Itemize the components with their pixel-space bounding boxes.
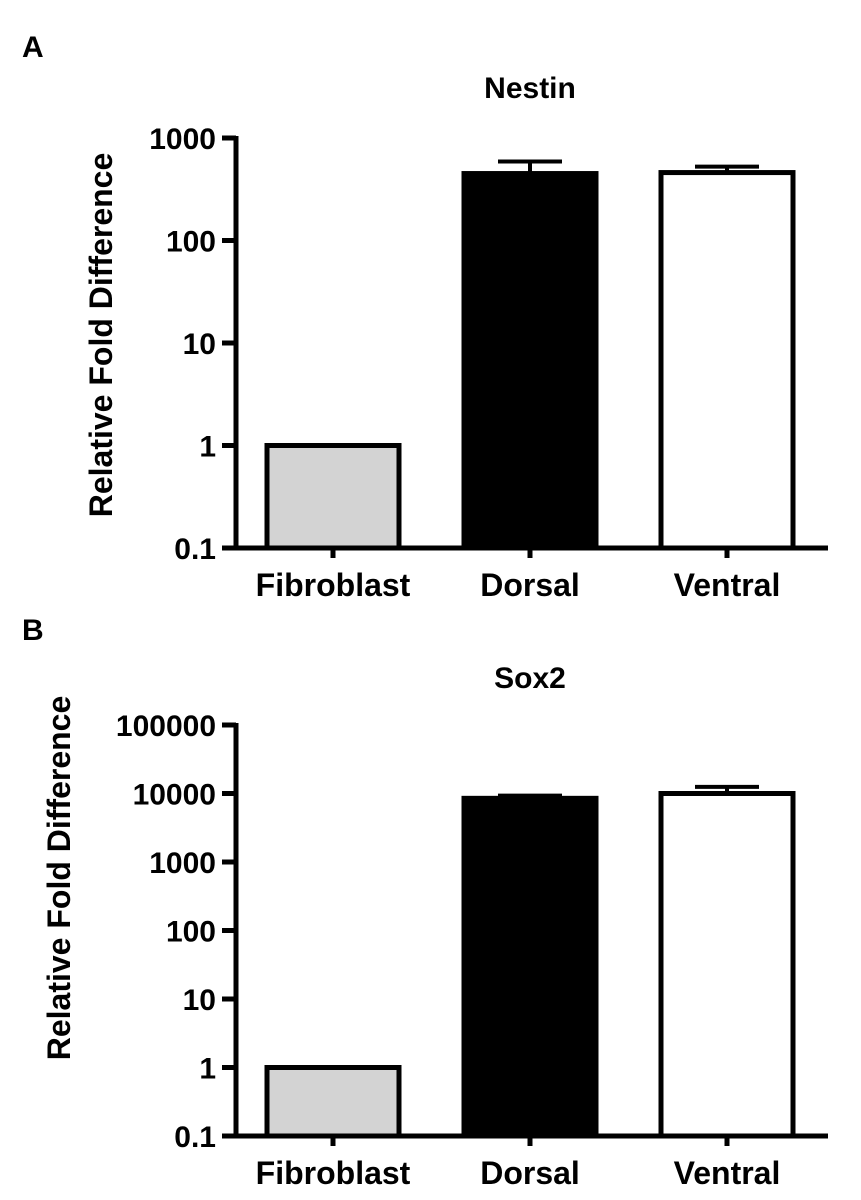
y-tick-label-b-3: 10 — [183, 984, 216, 1017]
x-tick-label-a-3: Ventral — [674, 567, 781, 603]
y-tick-label-a-2: 1 — [199, 431, 216, 464]
y-tick-label-b-5: 1000 — [149, 847, 216, 880]
y-tick-label-b-6: 10000 — [133, 779, 216, 812]
y-tick-label-a-5: 1000 — [149, 123, 216, 156]
y-tick-label-a-1: 0.1 — [174, 533, 216, 566]
bar-a-dorsal — [461, 171, 599, 551]
y-tick-label-b-2: 1 — [199, 1053, 216, 1086]
bar-b-ventral — [658, 791, 796, 1139]
y-axis-label-b: Relative Fold Difference — [41, 696, 77, 1061]
x-tick-label-b-1: Fibroblast — [256, 1155, 411, 1191]
panel-letter-b: B — [22, 614, 44, 647]
chart-title-a: Nestin — [484, 72, 576, 105]
y-tick-label-a-4: 100 — [166, 226, 216, 259]
y-tick-label-b-7: 100000 — [116, 710, 216, 743]
panel-b: B Sox2 Relative Fold Difference Fibrobla… — [22, 614, 828, 1191]
bar-a-fibroblast — [264, 443, 402, 551]
x-tick-label-a-1: Fibroblast — [256, 567, 411, 603]
bar-b-dorsal — [461, 795, 599, 1139]
x-tick-label-b-2: Dorsal — [480, 1155, 580, 1191]
panel-a: A Nestin Relative Fold Difference Fibrob… — [22, 31, 828, 603]
y-tick-label-b-4: 100 — [166, 916, 216, 949]
y-tick-label-a-3: 10 — [183, 328, 216, 361]
panel-letter-a: A — [22, 31, 44, 64]
y-axis-label-a: Relative Fold Difference — [83, 153, 119, 518]
bar-a-ventral — [658, 170, 796, 551]
chart-title-b: Sox2 — [494, 662, 566, 695]
x-tick-label-b-3: Ventral — [674, 1155, 781, 1191]
bars-a: Fibroblast Dorsal Ventral 0.1 1 10 100 1000 — [149, 123, 828, 603]
bars-b: Fibroblast Dorsal Ventral 0.1 1 10 100 1000 1000… — [116, 710, 828, 1191]
y-tick-label-b-1: 0.1 — [174, 1121, 216, 1154]
bar-b-fibroblast — [264, 1065, 402, 1139]
x-tick-label-a-2: Dorsal — [480, 567, 580, 603]
